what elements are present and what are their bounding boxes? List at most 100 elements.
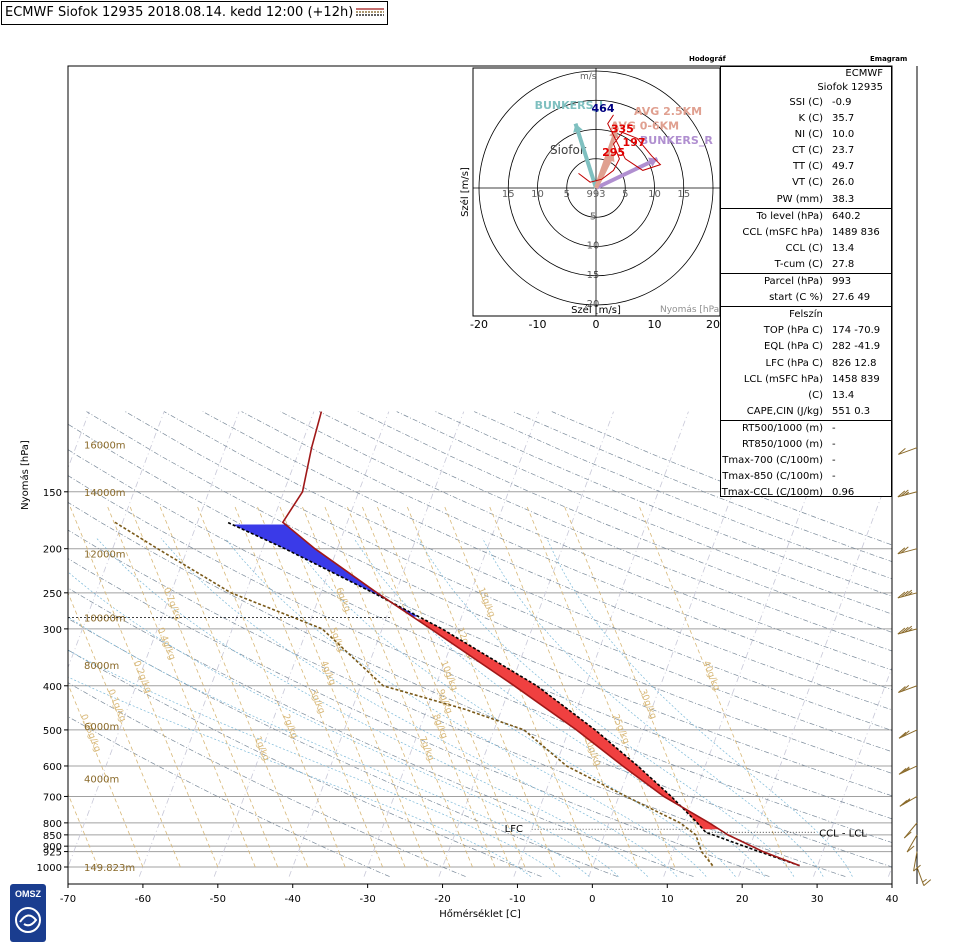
index-row: EQL (hPa C) 282 -41.9: [721, 339, 891, 355]
index-row: SSI (C) -0.9: [721, 95, 891, 111]
chart-title-text: ECMWF Siofok 12935 2018.08.14. kedd 12:0…: [5, 5, 354, 20]
index-label: Tmax-700 (C/100m): [722, 455, 823, 467]
mixing-ratio-label: 0.05g/kg: [78, 713, 102, 754]
mixing-ratio-line: [563, 504, 713, 868]
mixing-ratio-line: [488, 504, 638, 868]
hodograph-inner-tick: 5: [622, 189, 628, 200]
isotherm-line: [68, 411, 240, 869]
index-value: -: [832, 455, 836, 467]
index-label: TOP (hPa C): [763, 325, 823, 337]
dry-adiabat-line: [280, 411, 892, 671]
hodograph-vector-label: BUNKERS_R: [640, 134, 713, 147]
x-tick-label: 40: [886, 894, 899, 905]
index-row: To level (hPa) 640.2: [721, 207, 891, 225]
wind-barb: [897, 546, 918, 555]
y-tick-label: 800: [43, 819, 62, 830]
mixing-ratio-label: 40g/kg: [700, 660, 721, 693]
index-label: Tmax-CCL (C/100m): [721, 487, 823, 499]
index-row: RT850/1000 (m) -: [721, 437, 891, 453]
hodograph-y-label: Szél [m/s]: [459, 167, 471, 217]
index-label: Tmax-850 (C/100m): [722, 471, 823, 483]
dry-adiabat-line: [125, 411, 892, 753]
parcel-line: [227, 521, 800, 867]
mixing-ratio-line: [346, 504, 496, 868]
y-tick-label: 200: [43, 545, 62, 556]
wind-barb: [916, 866, 932, 886]
moist-adiabat-line: [160, 538, 678, 877]
index-row: TT (C) 49.7: [721, 159, 891, 175]
isotherm-line: [68, 411, 165, 669]
emagram-panel-title: Emagram: [870, 55, 908, 63]
x-tick-label: -70: [60, 894, 76, 905]
x-tick-label: 30: [811, 894, 824, 905]
lfc-label: LFC: [505, 824, 523, 835]
y-tick-label: 300: [43, 625, 62, 636]
mixing-ratio-label: 2g/kg: [280, 713, 299, 740]
cape-area: [416, 619, 720, 830]
mixing-ratio-line: [233, 504, 383, 868]
mixing-ratio-line: [128, 504, 279, 868]
y-tick-label: 600: [43, 762, 62, 773]
dry-adiabat-line: [68, 558, 770, 877]
ccl-lcl-label: CCL - LCL: [819, 828, 867, 839]
ring-label: 20: [587, 299, 600, 310]
dry-adiabat-line: [68, 682, 466, 877]
index-table-rows: SSI (C) -0.9 K (C) 35.7 NI (C) 10.0 CT (C) 23.7…: [721, 95, 891, 501]
index-label: (C): [808, 389, 823, 401]
hodograph-inner-tick: 5: [564, 189, 570, 200]
height-label: 14000m: [84, 488, 126, 499]
mixing-ratio-line: [376, 504, 526, 868]
dry-adiabat-line: [396, 411, 892, 615]
dewpoint-line: [114, 521, 714, 867]
index-row: LCL (mSFC hPa) 1458 839: [721, 372, 891, 388]
x-tick-label: -60: [135, 894, 151, 905]
index-label: SSI (C): [789, 97, 823, 108]
index-label: LCL (mSFC hPa): [743, 373, 823, 385]
index-value: 282 -41.9: [832, 341, 881, 353]
logo-text: OMSZ: [15, 889, 42, 899]
mixing-ratio-line: [196, 504, 346, 868]
hodograph-point-label: 197: [623, 136, 646, 149]
isotherm-line: [663, 411, 839, 877]
hodograph-inner-tick: 10: [648, 189, 661, 200]
chart-title: ECMWF Siofok 12935 2018.08.14. kedd 12:0…: [1, 1, 389, 25]
hodograph-x-tick-label: 10: [648, 318, 662, 331]
isotherm-line: [363, 411, 540, 877]
mixing-ratio-line: [443, 504, 593, 868]
mixing-ratio-label: 7g/kg: [417, 735, 436, 762]
height-label: 16000m: [84, 440, 126, 451]
x-tick-label: -30: [359, 894, 375, 905]
moist-adiabat-line: [68, 571, 619, 877]
index-value: -: [832, 438, 836, 450]
mixing-ratio-line: [525, 504, 676, 868]
wind-barb: [913, 851, 921, 872]
mixing-ratio-label: 1g/kg: [252, 735, 271, 762]
wind-barb: [898, 447, 918, 455]
index-value: 27.6 49: [832, 292, 871, 304]
mixing-ratio-line: [638, 504, 788, 868]
index-value: 1489 836: [832, 226, 880, 238]
wind-barb: [899, 796, 918, 807]
index-label: NI (C): [794, 129, 823, 141]
mixing-ratio-line: [256, 504, 406, 868]
index-row: T-cum (C) 27.8: [721, 257, 891, 273]
mixing-ratio-line: [323, 504, 473, 868]
index-label: T-cum (C): [774, 258, 823, 270]
dry-adiabat-line: [86, 411, 892, 774]
moist-adiabat-line: [353, 538, 765, 877]
moist-adiabat-line: [418, 538, 795, 877]
index-label: K (C): [798, 113, 823, 125]
isotherm-line: [588, 411, 764, 877]
index-row: Tmax-850 (C/100m) -: [721, 469, 891, 485]
mixing-ratio-line: [278, 504, 428, 868]
mixing-ratio-label: 0.7g/kg: [161, 586, 183, 621]
y-tick-label: 500: [43, 726, 62, 737]
index-label: Parcel (hPa): [763, 276, 823, 288]
dry-adiabat-line: [68, 529, 846, 877]
wind-barb: [903, 822, 918, 839]
index-value: 49.7: [832, 161, 855, 173]
y-tick-label: 250: [43, 589, 62, 600]
x-axis-label: Hőmérséklet [C]: [439, 908, 521, 920]
index-value: 23.7: [832, 145, 855, 157]
moist-adiabat-line: [68, 616, 590, 877]
